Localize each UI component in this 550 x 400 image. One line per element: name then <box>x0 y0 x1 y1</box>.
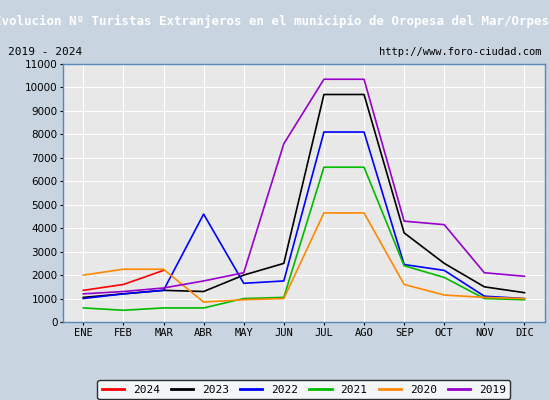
Legend: 2024, 2023, 2022, 2021, 2020, 2019: 2024, 2023, 2022, 2021, 2020, 2019 <box>97 380 510 399</box>
Text: Evolucion Nº Turistas Extranjeros en el municipio de Oropesa del Mar/Orpesa: Evolucion Nº Turistas Extranjeros en el … <box>0 14 550 28</box>
Text: http://www.foro-ciudad.com: http://www.foro-ciudad.com <box>379 47 542 57</box>
Text: 2019 - 2024: 2019 - 2024 <box>8 47 82 57</box>
